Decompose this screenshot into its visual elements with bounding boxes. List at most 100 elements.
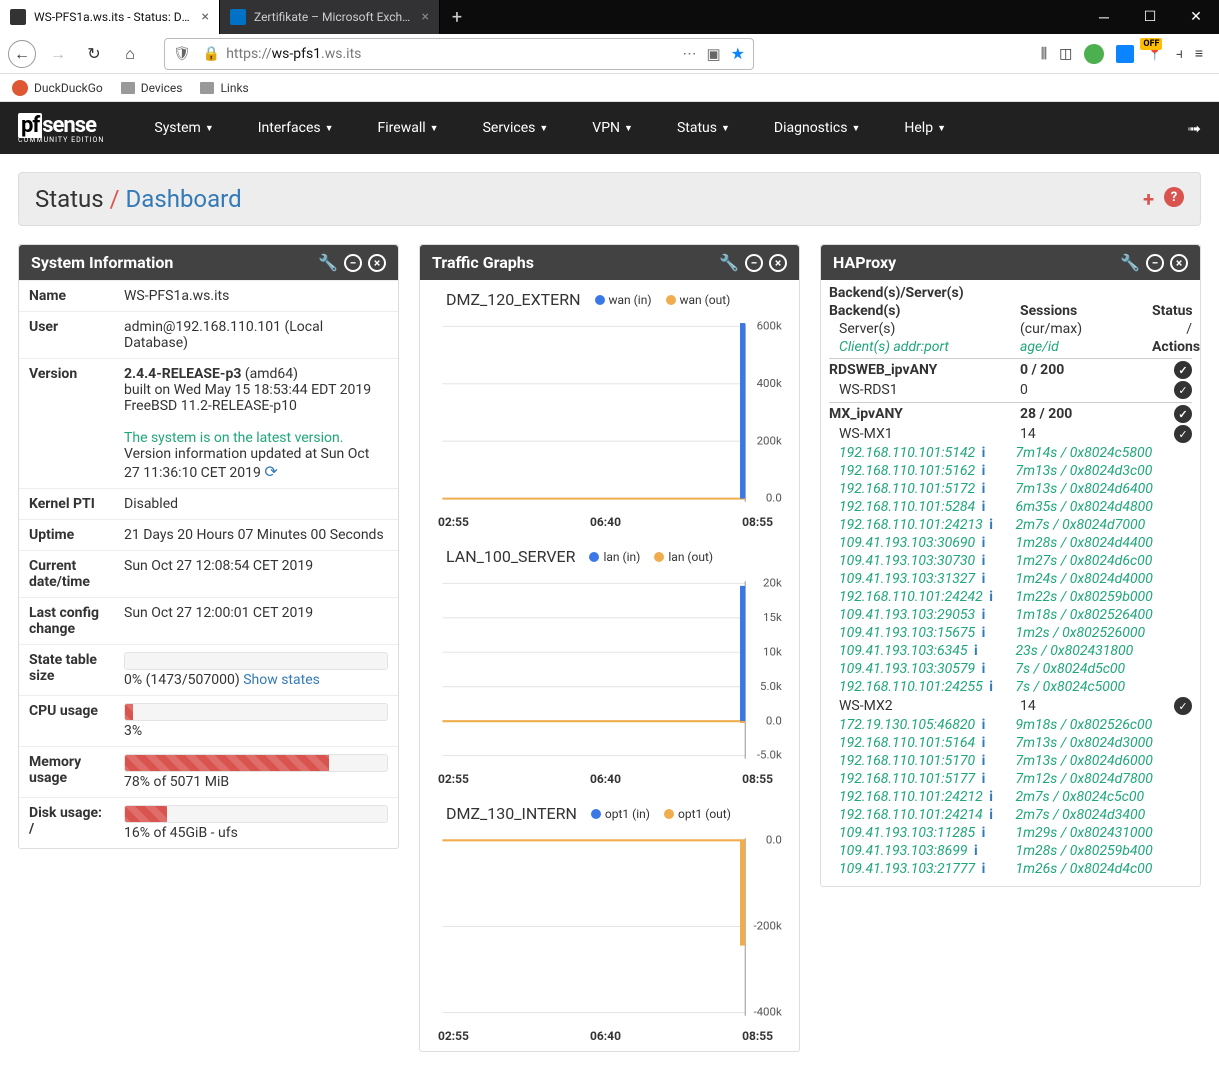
bookmark-devices[interactable]: Devices bbox=[121, 81, 183, 95]
library-icon[interactable]: ⫼ bbox=[1041, 46, 1047, 62]
info-icon[interactable]: i bbox=[986, 789, 993, 805]
info-icon[interactable]: i bbox=[978, 625, 985, 641]
back-button[interactable]: ← bbox=[8, 40, 36, 68]
minimize-panel-icon[interactable]: − bbox=[745, 254, 763, 272]
url-input[interactable]: 🛡 🔒 https://ws-pfs1.ws.its ⋯ ▣ ★ bbox=[164, 38, 754, 70]
nav-item-system[interactable]: System ▼ bbox=[132, 120, 235, 136]
haproxy-client: 192.168.110.101:5170 i 7m13s / 0x8024d60… bbox=[829, 752, 1192, 770]
menu-icon[interactable]: ≡ bbox=[1195, 45, 1203, 62]
info-icon[interactable]: i bbox=[978, 607, 985, 623]
close-panel-icon[interactable]: × bbox=[368, 254, 386, 272]
bookmark-duckduckgo[interactable]: DuckDuckGo bbox=[12, 80, 103, 96]
info-icon[interactable]: i bbox=[986, 807, 993, 823]
close-icon[interactable]: × bbox=[422, 9, 429, 25]
info-icon[interactable]: i bbox=[978, 553, 985, 569]
extension-pin-icon[interactable]: 📍OFF bbox=[1146, 46, 1163, 62]
nav-item-status[interactable]: Status ▼ bbox=[655, 120, 752, 136]
info-icon[interactable]: i bbox=[978, 771, 985, 787]
label-name: Name bbox=[19, 281, 114, 312]
nav-item-interfaces[interactable]: Interfaces ▼ bbox=[236, 120, 356, 136]
maximize-button[interactable]: ☐ bbox=[1127, 0, 1173, 34]
minimize-button[interactable]: ─ bbox=[1081, 0, 1127, 34]
value-datetime: Sun Oct 27 12:08:54 CET 2019 bbox=[114, 551, 398, 598]
info-icon[interactable]: i bbox=[978, 717, 985, 733]
breadcrumb-page[interactable]: Dashboard bbox=[126, 185, 242, 213]
info-icon[interactable]: i bbox=[986, 589, 993, 605]
settings-icon[interactable]: 🔧 bbox=[719, 253, 739, 272]
close-panel-icon[interactable]: × bbox=[1170, 254, 1188, 272]
close-icon[interactable]: × bbox=[202, 9, 209, 25]
settings-icon[interactable]: 🔧 bbox=[318, 253, 338, 272]
minimize-panel-icon[interactable]: − bbox=[344, 254, 362, 272]
info-icon[interactable]: i bbox=[986, 679, 993, 695]
nav-item-services[interactable]: Services ▼ bbox=[461, 120, 571, 136]
info-icon[interactable]: i bbox=[978, 499, 985, 515]
check-icon: ✓ bbox=[1174, 425, 1192, 443]
shield-icon[interactable]: 🛡 bbox=[173, 46, 191, 62]
reader-icon[interactable]: ▣ bbox=[706, 45, 720, 63]
info-icon[interactable]: i bbox=[978, 481, 985, 497]
haproxy-client: 192.168.110.101:24213 i 2m7s / 0x8024d70… bbox=[829, 516, 1192, 534]
info-icon[interactable]: i bbox=[971, 843, 978, 859]
label-uptime: Uptime bbox=[19, 520, 114, 551]
nav-item-diagnostics[interactable]: Diagnostics ▼ bbox=[752, 120, 882, 136]
info-icon[interactable]: i bbox=[978, 463, 985, 479]
haproxy-client: 192.168.110.101:24255 i 7s / 0x8024c5000 bbox=[829, 678, 1192, 696]
help-icon[interactable]: ? bbox=[1164, 187, 1184, 207]
graph-name: DMZ_130_INTERN bbox=[446, 804, 577, 823]
info-icon[interactable]: i bbox=[978, 825, 985, 841]
haproxy-client: 109.41.193.103:30690 i 1m28s / 0x8024d44… bbox=[829, 534, 1192, 552]
haproxy-client: 172.19.130.105:46820 i 9m18s / 0x802526c… bbox=[829, 716, 1192, 734]
label-kpti: Kernel PTI bbox=[19, 489, 114, 520]
show-states-link[interactable]: Show states bbox=[243, 672, 320, 688]
progress-state bbox=[124, 652, 388, 670]
bookmark-star-icon[interactable]: ★ bbox=[731, 44, 745, 63]
haproxy-client: 109.41.193.103:21777 i 1m26s / 0x8024d4c… bbox=[829, 860, 1192, 878]
info-icon[interactable]: i bbox=[971, 643, 978, 659]
info-icon[interactable]: i bbox=[978, 861, 985, 877]
close-panel-icon[interactable]: × bbox=[769, 254, 787, 272]
info-icon[interactable]: i bbox=[978, 445, 985, 461]
more-icon[interactable]: ⋯ bbox=[682, 46, 696, 62]
graph-xaxis: 02:5506:4008:55 bbox=[432, 513, 787, 529]
sidebar-icon[interactable]: ◫ bbox=[1059, 46, 1072, 62]
progress-disk bbox=[124, 805, 388, 823]
forward-button[interactable]: → bbox=[44, 40, 72, 68]
info-icon[interactable]: i bbox=[978, 661, 985, 677]
panel-haproxy: HAProxy 🔧 − × Backend(s)/Server(s) Backe… bbox=[820, 244, 1201, 887]
info-icon[interactable]: i bbox=[978, 571, 985, 587]
save-icon[interactable] bbox=[1116, 45, 1134, 63]
new-tab-button[interactable]: + bbox=[440, 0, 474, 34]
favicon-exchange-icon bbox=[230, 9, 246, 25]
tab-strip: WS-PFS1a.ws.its - Status: Dashb × Zertif… bbox=[0, 0, 1219, 34]
info-icon[interactable]: i bbox=[978, 535, 985, 551]
reload-button[interactable]: ↻ bbox=[80, 40, 108, 68]
haproxy-backend: MX_ipvANY28 / 200 ✓ bbox=[829, 402, 1192, 424]
add-widget-icon[interactable]: + bbox=[1143, 187, 1154, 211]
pfsense-logo[interactable]: pfsense COMMUNITY EDITION bbox=[18, 113, 104, 144]
info-icon[interactable]: i bbox=[978, 753, 985, 769]
settings-icon[interactable]: 🔧 bbox=[1120, 253, 1140, 272]
duckduckgo-icon bbox=[12, 80, 28, 96]
info-icon[interactable]: i bbox=[978, 735, 985, 751]
browser-tab-0[interactable]: WS-PFS1a.ws.its - Status: Dashb × bbox=[0, 0, 220, 34]
close-button[interactable]: ✕ bbox=[1173, 0, 1219, 34]
address-bar: ← → ↻ ⌂ 🛡 🔒 https://ws-pfs1.ws.its ⋯ ▣ ★… bbox=[0, 34, 1219, 74]
home-button[interactable]: ⌂ bbox=[116, 40, 144, 68]
minimize-panel-icon[interactable]: − bbox=[1146, 254, 1164, 272]
extension-puzzle-icon[interactable]: ⫞ bbox=[1176, 46, 1183, 62]
nav-item-firewall[interactable]: Firewall ▼ bbox=[356, 120, 461, 136]
logout-icon[interactable]: ➟ bbox=[1188, 119, 1201, 138]
haproxy-client: 192.168.110.101:5164 i 7m13s / 0x8024d30… bbox=[829, 734, 1192, 752]
chart-svg: 0.0-200k-400k bbox=[432, 827, 787, 1027]
refresh-icon[interactable]: ⟳ bbox=[264, 462, 277, 481]
haproxy-client: 109.41.193.103:29053 i 1m18s / 0x8025264… bbox=[829, 606, 1192, 624]
browser-tab-1[interactable]: Zertifikate – Microsoft Exchang × bbox=[220, 0, 440, 34]
info-icon[interactable]: i bbox=[986, 517, 993, 533]
bookmark-links[interactable]: Links bbox=[200, 81, 248, 95]
graph-0: DMZ_120_EXTERN wan (in) wan (out) 600k40… bbox=[420, 280, 799, 537]
lock-icon[interactable]: 🔒 bbox=[203, 46, 220, 62]
nav-item-vpn[interactable]: VPN ▼ bbox=[570, 120, 655, 136]
nav-item-help[interactable]: Help ▼ bbox=[882, 120, 968, 136]
extension-green-icon[interactable] bbox=[1084, 44, 1104, 64]
